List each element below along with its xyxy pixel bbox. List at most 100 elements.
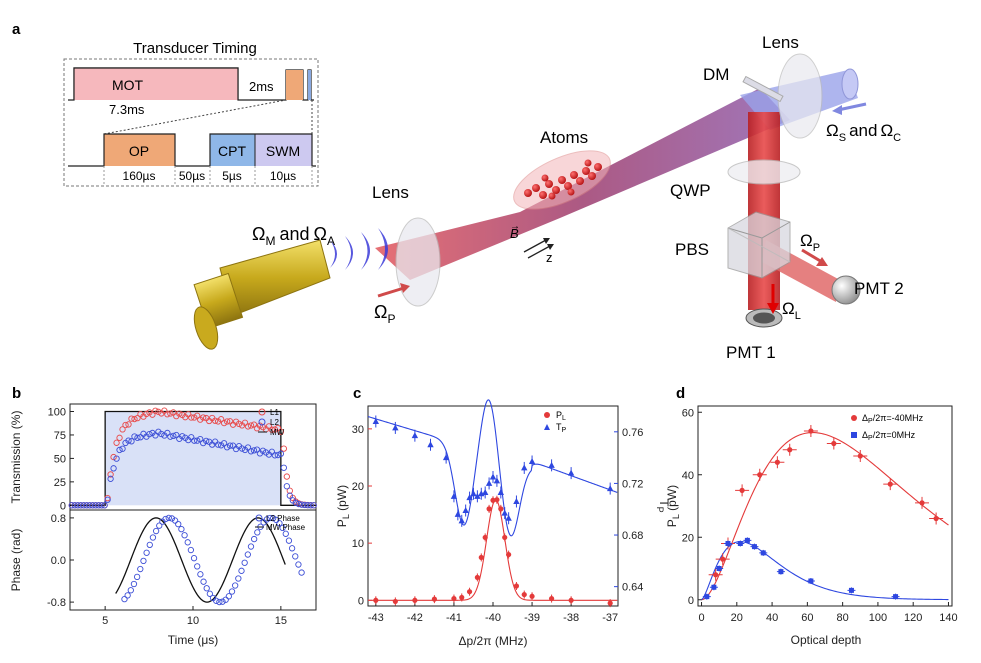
c-xtick-label: -37 — [602, 612, 618, 624]
l1-point — [143, 410, 150, 418]
pl-point — [486, 506, 492, 512]
l2-phase-point — [203, 585, 210, 592]
microwave-waves — [330, 228, 388, 270]
red-point — [831, 440, 837, 447]
cpt-label: CPT — [218, 143, 246, 159]
l2-phase-point — [197, 571, 204, 578]
l1-point — [110, 453, 117, 461]
l2-phase-point — [156, 522, 163, 529]
l2-phase-point — [219, 598, 226, 605]
l2-point — [170, 432, 177, 440]
pl-point — [548, 595, 555, 602]
blue-point — [848, 587, 854, 593]
cpt-swm-marker-top — [308, 70, 311, 100]
panel-d-letter: d — [676, 385, 685, 402]
panel-d-frame — [697, 405, 953, 607]
l2-point — [131, 433, 138, 440]
d-ytick-label: 40 — [682, 470, 694, 482]
pl-fit — [368, 499, 618, 601]
l2-point — [164, 429, 171, 437]
mw-on-region — [105, 411, 281, 506]
tp-point — [497, 488, 505, 495]
l2-point — [134, 434, 141, 441]
pl-point — [568, 597, 574, 603]
tp-point — [567, 469, 575, 476]
red-point — [933, 515, 939, 522]
op-duration: 160µs — [123, 169, 156, 183]
b-legend-mw: MW — [270, 428, 285, 437]
blue-point — [725, 541, 731, 546]
panel-d-marks: 0 20 40 60 80 100 120 140 0 20 40 60 — [682, 407, 958, 624]
b-xtick-label: 15 — [275, 615, 287, 627]
l1-point — [116, 434, 123, 441]
signal-arrow — [837, 102, 867, 112]
l2-point — [146, 430, 153, 438]
z-axis-label: z — [546, 250, 553, 265]
l1-point — [200, 414, 207, 421]
l1-point — [119, 426, 126, 433]
panel-a: a Transducer Timing MOT 2ms 7.3ms OP CPT — [12, 21, 904, 362]
dichroic-mirror — [742, 75, 784, 103]
c-xtick-label: -43 — [368, 612, 384, 624]
pl-point — [529, 593, 535, 599]
c-ytick-right-label: 0.72 — [622, 478, 643, 490]
red-point — [808, 428, 814, 434]
l2-point — [89, 502, 96, 509]
tp-fit — [367, 399, 618, 537]
pl-point — [466, 589, 473, 595]
svg-text:→: → — [510, 221, 520, 232]
b-bottom-ylabel: Phase (rad) — [9, 529, 23, 592]
b-top-ytick-label: 50 — [54, 453, 66, 465]
c-xtick-label: -41 — [446, 612, 462, 624]
timing-frame — [63, 58, 319, 187]
l2-point — [223, 444, 231, 451]
microwave-horn — [193, 239, 331, 350]
red-point — [713, 572, 719, 578]
b-xtick-label: 5 — [102, 615, 108, 627]
panel-c: c -43 -42 -41 -40 -39 -38 -37 0 10 20 30 0.64 0.68 0.… — [335, 385, 671, 648]
l2-phase-point — [228, 588, 236, 595]
gap-duration: 50µs — [179, 169, 205, 183]
d-xtick-label: 0 — [698, 612, 704, 624]
c-ytick-left-label: 10 — [352, 538, 364, 550]
blue-beam-end — [841, 68, 859, 100]
lens-left-label: Lens — [372, 183, 409, 202]
panel-c-marks: -43 -42 -41 -40 -39 -38 -37 0 10 20 30 0.64 0.68 0.72… — [352, 399, 643, 624]
l2-point — [203, 437, 210, 445]
l2-point — [220, 440, 228, 447]
l2-point — [95, 502, 102, 509]
l2-phase-point — [133, 573, 141, 580]
l2-point — [197, 435, 204, 443]
l2-phase-point — [216, 598, 223, 606]
l2-point — [247, 448, 255, 455]
panel-b-bottom-marks: -0.8 0.0 0.8 5 10 15 — [47, 513, 305, 627]
l2-phase-point — [254, 529, 261, 536]
d-xtick-label: 120 — [904, 612, 922, 624]
b-field-indicator — [523, 238, 554, 259]
l2-phase-point — [244, 551, 251, 558]
b-top-ytick-label: 0 — [60, 500, 66, 512]
l2-point — [116, 446, 123, 454]
d-legend-blue: ΔP/2π=0MHz — [862, 430, 916, 442]
l1-point — [283, 473, 290, 480]
b-legend-l2-phase: L2 Phase — [266, 514, 300, 523]
l2-phase-point — [146, 541, 153, 548]
l2-phase-point — [187, 546, 195, 554]
pl-point — [607, 600, 613, 606]
l2-phase-point — [232, 582, 239, 589]
l1-point — [167, 410, 174, 417]
c-xlabel: Δp/2π (MHz) — [459, 634, 528, 648]
l2-phase-point — [168, 515, 176, 522]
blue-point — [808, 578, 814, 584]
l1-point — [286, 487, 293, 494]
l2-phase-point — [149, 534, 157, 541]
tp-point — [466, 494, 473, 501]
red-point — [774, 459, 780, 465]
panel-b-top-marks: 0 25 50 75 100 — [48, 407, 317, 512]
atoms-label: Atoms — [540, 128, 588, 147]
l2-phase-point — [206, 590, 214, 597]
panel-b: b 0 25 50 75 100 Transmission (%) L1 L2 MW -… — [9, 385, 317, 647]
red-point — [919, 500, 925, 506]
l1-point — [211, 417, 219, 424]
l1-point — [107, 471, 114, 478]
